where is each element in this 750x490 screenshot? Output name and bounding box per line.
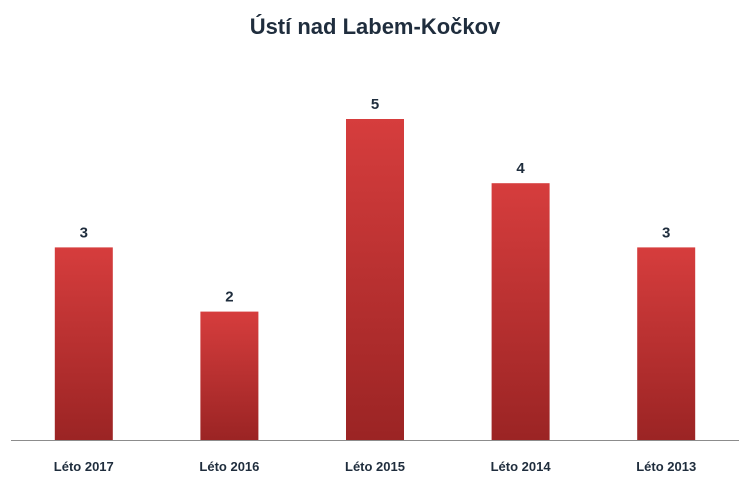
data-label-5: 3 bbox=[662, 224, 670, 241]
bar-2 bbox=[200, 311, 259, 440]
data-label-1: 3 bbox=[80, 224, 88, 241]
data-label-2: 2 bbox=[225, 289, 233, 306]
chart-title: Ústí nad Labem-Kočkov bbox=[249, 14, 501, 39]
x-tick-label-1: Léto 2017 bbox=[54, 459, 114, 474]
x-tick-label-5: Léto 2013 bbox=[636, 459, 696, 474]
data-label-3: 5 bbox=[371, 96, 379, 113]
data-label-4: 4 bbox=[516, 160, 525, 177]
bar-5 bbox=[637, 247, 696, 440]
bar-1 bbox=[54, 247, 113, 440]
bar-4 bbox=[491, 183, 550, 440]
x-tick-label-4: Léto 2014 bbox=[491, 459, 552, 474]
x-tick-label-2: Léto 2016 bbox=[199, 459, 259, 474]
x-tick-label-3: Léto 2015 bbox=[345, 459, 405, 474]
bar-3 bbox=[346, 119, 404, 440]
